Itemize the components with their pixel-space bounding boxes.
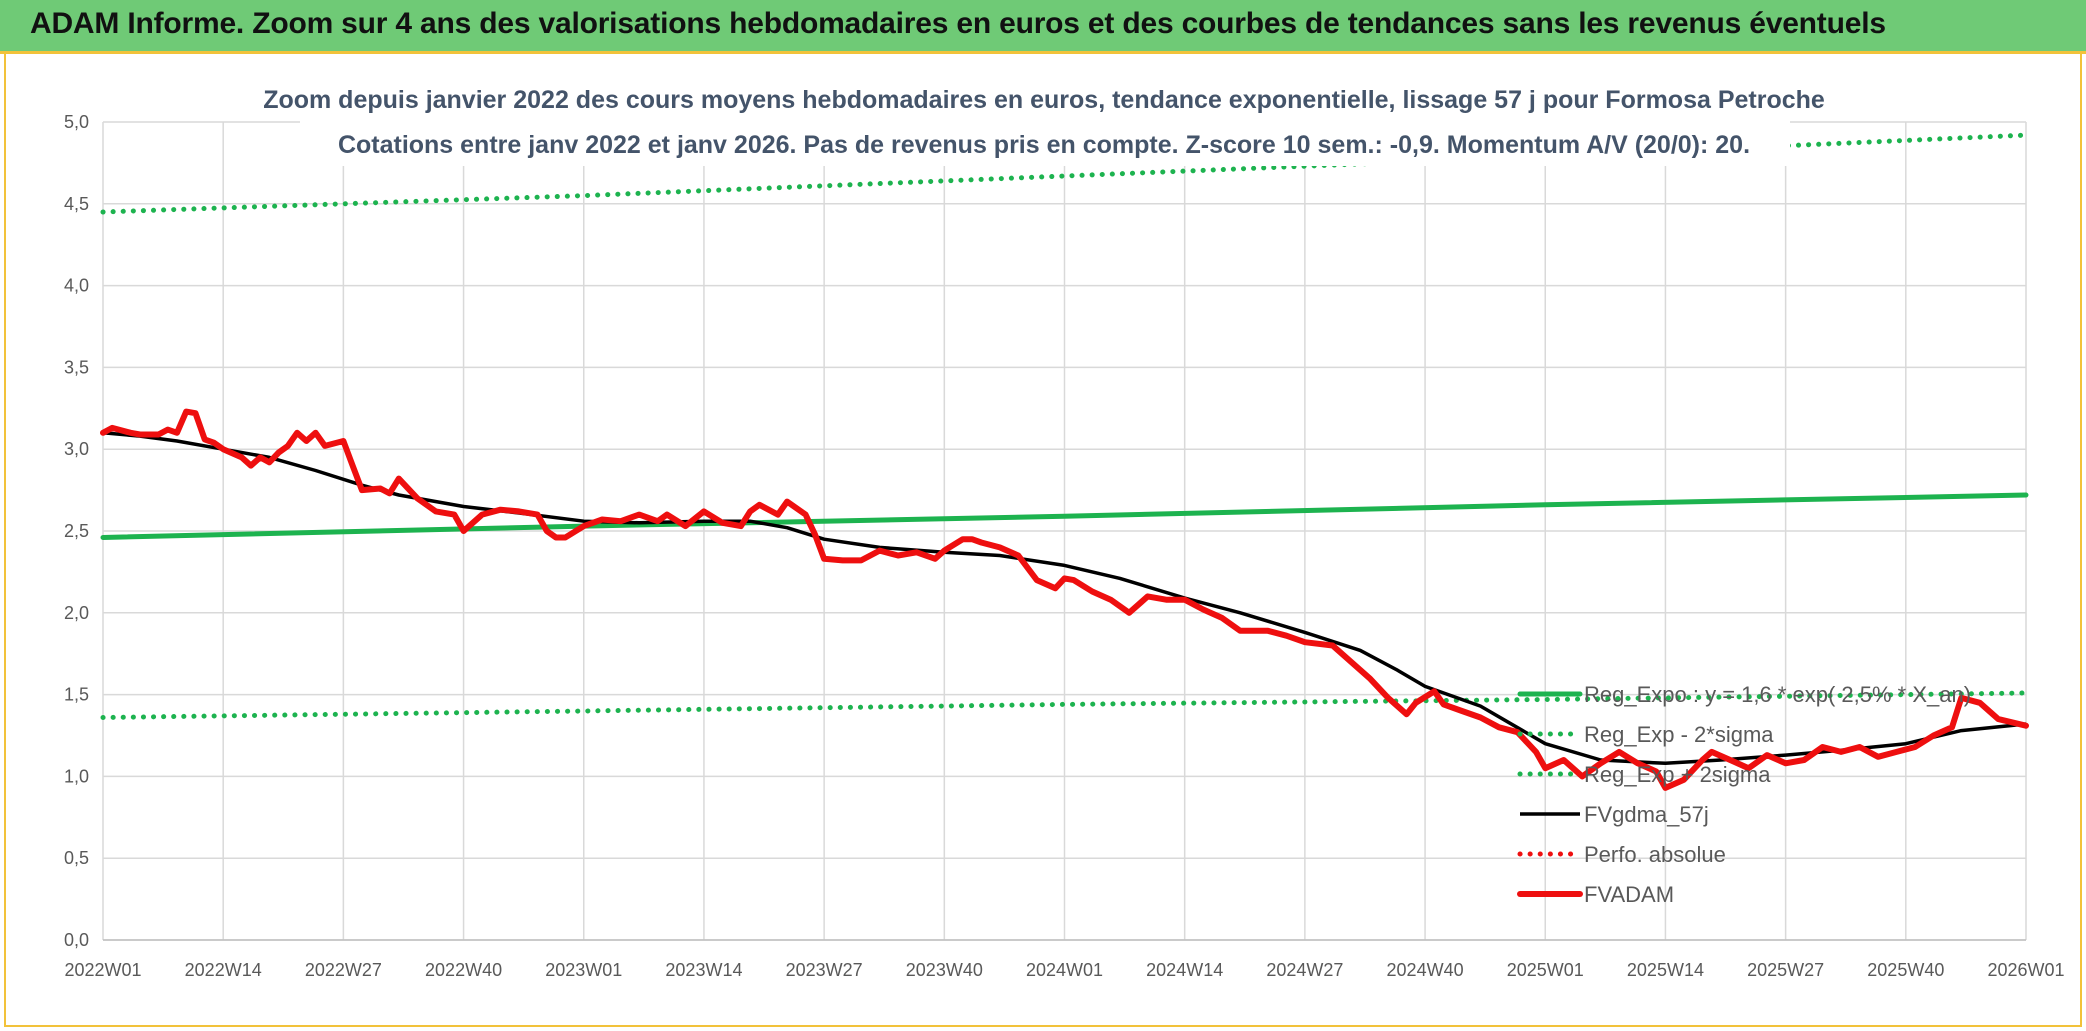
y-tick-label: 3,0 (64, 439, 89, 459)
x-tick-label: 2023W01 (545, 960, 622, 980)
chart-axes: 0,0 0,5 1,0 1,5 2,0 2,5 3,0 3,5 4,0 4,5 5,0 2022W01… (64, 112, 2065, 980)
x-tick-label: 2025W40 (1867, 960, 1944, 980)
legend-label: Reg_Exp + 2sigma (1584, 762, 1771, 787)
legend-label: Reg_Exp - 2*sigma (1584, 722, 1774, 747)
chart-titles: Zoom depuis janvier 2022 des cours moyen… (263, 74, 1825, 166)
chart-frame (4, 54, 2082, 1027)
y-tick-label: 2,0 (64, 603, 89, 623)
x-tick-label: 2024W27 (1266, 960, 1343, 980)
legend-label: FVgdma_57j (1584, 802, 1709, 827)
series-reg-exp-2-sigma (100, 690, 2029, 720)
x-tick-label: 2024W14 (1146, 960, 1223, 980)
x-tick-label: 2026W01 (1987, 960, 2064, 980)
x-tick-label: 2022W01 (64, 960, 141, 980)
x-tick-label: 2025W14 (1627, 960, 1704, 980)
legend-label: FVADAM (1584, 882, 1674, 907)
legend-label: Reg_Expo : y = 1,6 * exp( 2,5% * X_an) (1584, 682, 1971, 707)
x-tick-label: 2023W14 (665, 960, 742, 980)
y-tick-label: 3,5 (64, 357, 89, 377)
x-tick-label: 2025W27 (1747, 960, 1824, 980)
y-tick-label: 1,5 (64, 685, 89, 705)
x-tick-label: 2022W27 (305, 960, 382, 980)
title-background (300, 74, 1790, 166)
report-title: ADAM Informe. Zoom sur 4 ans des valoris… (30, 7, 1886, 40)
report-banner: ADAM Informe. Zoom sur 4 ans des valoris… (0, 0, 2086, 54)
y-tick-label: 2,5 (64, 521, 89, 541)
y-tick-label: 4,0 (64, 276, 89, 296)
legend-label: Perfo. absolue (1584, 842, 1726, 867)
x-tick-label: 2022W14 (185, 960, 262, 980)
y-tick-label: 4,5 (64, 194, 89, 214)
chart-legend: Reg_Expo : y = 1,6 * exp( 2,5% * X_an) Re… (1517, 682, 1971, 907)
x-tick-label: 2023W40 (906, 960, 983, 980)
series-reg-expo-y-1-6-exp-2-5-x-an (100, 492, 2029, 540)
series-fvadam (100, 408, 2029, 791)
y-tick-label: 1,0 (64, 766, 89, 786)
x-tick-label: 2024W01 (1026, 960, 1103, 980)
x-tick-label: 2023W27 (786, 960, 863, 980)
y-tick-label: 0,0 (64, 930, 89, 950)
chart-title: Zoom depuis janvier 2022 des cours moyen… (263, 86, 1825, 114)
x-tick-label: 2024W40 (1387, 960, 1464, 980)
y-tick-label: 0,5 (64, 848, 89, 868)
x-tick-label: 2025W01 (1507, 960, 1584, 980)
x-tick-label: 2022W40 (425, 960, 502, 980)
y-tick-label: 5,0 (64, 112, 89, 132)
chart-subtitle: Cotations entre janv 2022 et janv 2026. … (338, 131, 1750, 159)
